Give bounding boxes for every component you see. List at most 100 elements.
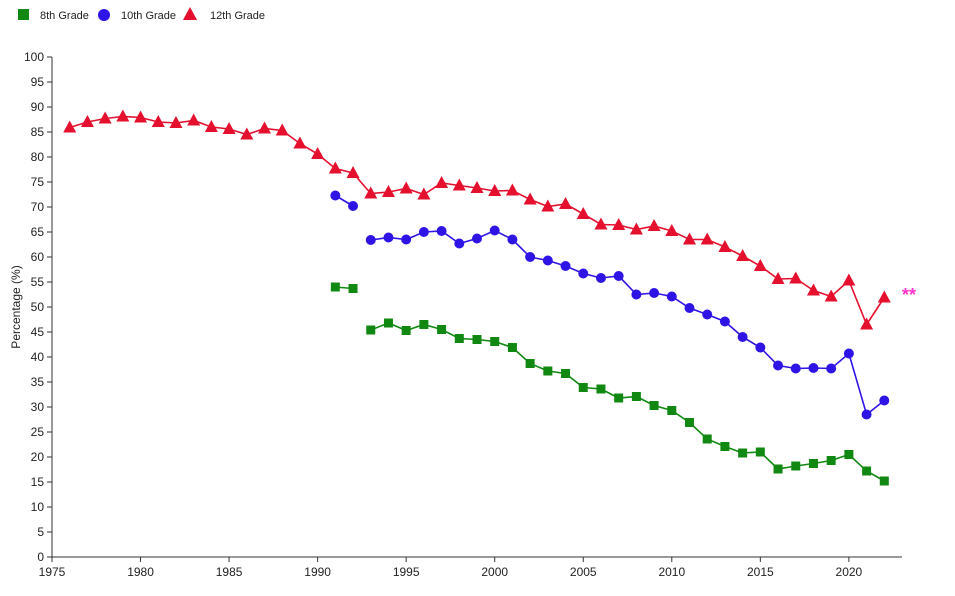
data-point-10th-grade[interactable] bbox=[348, 201, 359, 211]
data-point-8th-grade[interactable] bbox=[667, 406, 677, 415]
data-point-12th-grade[interactable] bbox=[204, 120, 218, 132]
data-point-10th-grade[interactable] bbox=[525, 252, 536, 262]
data-point-12th-grade[interactable] bbox=[63, 120, 77, 133]
data-point-10th-grade[interactable] bbox=[790, 363, 801, 374]
data-point-8th-grade[interactable] bbox=[348, 284, 358, 293]
data-point-8th-grade[interactable] bbox=[738, 448, 748, 458]
data-point-12th-grade[interactable] bbox=[169, 116, 183, 128]
data-point-8th-grade[interactable] bbox=[543, 366, 553, 376]
data-point-12th-grade[interactable] bbox=[771, 272, 785, 284]
data-point-12th-grade[interactable] bbox=[576, 207, 590, 219]
data-point-10th-grade[interactable] bbox=[719, 316, 730, 327]
data-point-12th-grade[interactable] bbox=[187, 113, 201, 126]
data-point-12th-grade[interactable] bbox=[629, 222, 643, 235]
data-point-10th-grade[interactable] bbox=[595, 273, 606, 283]
data-point-12th-grade[interactable] bbox=[364, 186, 378, 199]
data-point-8th-grade[interactable] bbox=[614, 393, 624, 403]
data-point-8th-grade[interactable] bbox=[685, 418, 694, 427]
data-point-12th-grade[interactable] bbox=[806, 283, 820, 296]
data-point-12th-grade[interactable] bbox=[842, 273, 856, 286]
data-point-8th-grade[interactable] bbox=[631, 392, 641, 401]
data-point-10th-grade[interactable] bbox=[365, 235, 376, 245]
data-point-10th-grade[interactable] bbox=[383, 232, 394, 243]
data-point-10th-grade[interactable] bbox=[613, 271, 624, 281]
data-point-12th-grade[interactable] bbox=[523, 192, 537, 205]
data-point-10th-grade[interactable] bbox=[666, 291, 677, 302]
data-point-10th-grade[interactable] bbox=[879, 395, 890, 406]
data-point-10th-grade[interactable] bbox=[560, 261, 571, 271]
data-point-12th-grade[interactable] bbox=[559, 197, 573, 209]
data-point-8th-grade[interactable] bbox=[826, 456, 836, 465]
data-point-10th-grade[interactable] bbox=[578, 268, 589, 279]
data-point-12th-grade[interactable] bbox=[541, 199, 555, 212]
data-point-10th-grade[interactable] bbox=[826, 363, 837, 374]
data-point-12th-grade[interactable] bbox=[311, 147, 325, 159]
data-point-12th-grade[interactable] bbox=[452, 178, 466, 191]
data-point-8th-grade[interactable] bbox=[472, 335, 482, 344]
data-point-12th-grade[interactable] bbox=[399, 181, 413, 194]
data-point-12th-grade[interactable] bbox=[346, 166, 360, 178]
data-point-10th-grade[interactable] bbox=[773, 360, 784, 371]
data-point-12th-grade[interactable] bbox=[222, 122, 236, 134]
data-point-12th-grade[interactable] bbox=[860, 317, 874, 330]
data-point-8th-grade[interactable] bbox=[561, 369, 571, 378]
data-point-12th-grade[interactable] bbox=[293, 136, 307, 149]
data-point-12th-grade[interactable] bbox=[824, 289, 838, 302]
data-point-12th-grade[interactable] bbox=[594, 217, 608, 230]
data-point-12th-grade[interactable] bbox=[488, 184, 502, 196]
data-point-10th-grade[interactable] bbox=[542, 255, 553, 266]
data-point-10th-grade[interactable] bbox=[418, 227, 429, 237]
data-point-12th-grade[interactable] bbox=[470, 181, 484, 193]
data-point-10th-grade[interactable] bbox=[684, 303, 695, 313]
data-point-8th-grade[interactable] bbox=[490, 337, 500, 346]
data-point-12th-grade[interactable] bbox=[683, 232, 696, 245]
data-point-8th-grade[interactable] bbox=[702, 434, 712, 444]
data-point-12th-grade[interactable] bbox=[151, 115, 165, 127]
data-point-12th-grade[interactable] bbox=[258, 121, 271, 134]
data-point-8th-grade[interactable] bbox=[383, 318, 393, 328]
data-point-12th-grade[interactable] bbox=[98, 111, 112, 124]
data-point-8th-grade[interactable] bbox=[720, 442, 730, 451]
data-point-10th-grade[interactable] bbox=[649, 288, 660, 298]
data-point-10th-grade[interactable] bbox=[472, 233, 482, 244]
data-point-12th-grade[interactable] bbox=[134, 110, 148, 123]
data-point-10th-grade[interactable] bbox=[755, 342, 766, 353]
data-point-10th-grade[interactable] bbox=[436, 226, 447, 236]
data-point-12th-grade[interactable] bbox=[647, 219, 661, 231]
data-point-10th-grade[interactable] bbox=[489, 225, 500, 236]
data-point-8th-grade[interactable] bbox=[437, 325, 447, 334]
legend-item-8th-grade[interactable]: 8th Grade bbox=[18, 9, 89, 22]
data-point-12th-grade[interactable] bbox=[877, 290, 891, 303]
data-point-12th-grade[interactable] bbox=[718, 240, 732, 252]
data-point-8th-grade[interactable] bbox=[755, 447, 765, 457]
data-point-8th-grade[interactable] bbox=[525, 359, 535, 368]
data-point-10th-grade[interactable] bbox=[401, 234, 412, 245]
data-point-12th-grade[interactable] bbox=[240, 127, 254, 140]
data-point-12th-grade[interactable] bbox=[700, 232, 714, 245]
data-point-8th-grade[interactable] bbox=[507, 343, 517, 352]
data-point-10th-grade[interactable] bbox=[330, 190, 341, 201]
data-point-12th-grade[interactable] bbox=[275, 123, 289, 136]
data-point-8th-grade[interactable] bbox=[419, 320, 429, 329]
data-point-12th-grade[interactable] bbox=[80, 115, 94, 127]
data-point-8th-grade[interactable] bbox=[366, 325, 376, 335]
data-point-10th-grade[interactable] bbox=[737, 332, 748, 342]
data-point-12th-grade[interactable] bbox=[505, 183, 519, 196]
data-point-12th-grade[interactable] bbox=[417, 187, 431, 200]
data-point-8th-grade[interactable] bbox=[879, 476, 889, 486]
data-point-8th-grade[interactable] bbox=[791, 461, 801, 471]
data-point-10th-grade[interactable] bbox=[454, 238, 465, 249]
data-point-12th-grade[interactable] bbox=[612, 218, 626, 230]
data-point-12th-grade[interactable] bbox=[789, 271, 803, 284]
data-point-12th-grade[interactable] bbox=[736, 249, 750, 261]
data-point-12th-grade[interactable] bbox=[665, 224, 679, 236]
data-point-10th-grade[interactable] bbox=[702, 309, 713, 320]
data-point-12th-grade[interactable] bbox=[435, 176, 449, 188]
data-point-8th-grade[interactable] bbox=[773, 464, 783, 474]
data-point-12th-grade[interactable] bbox=[753, 259, 767, 271]
data-point-12th-grade[interactable] bbox=[381, 185, 395, 197]
data-point-8th-grade[interactable] bbox=[401, 326, 411, 335]
data-point-10th-grade[interactable] bbox=[861, 409, 872, 420]
data-point-12th-grade[interactable] bbox=[328, 161, 342, 174]
legend-item-12th-grade[interactable]: 12th Grade bbox=[183, 7, 265, 22]
